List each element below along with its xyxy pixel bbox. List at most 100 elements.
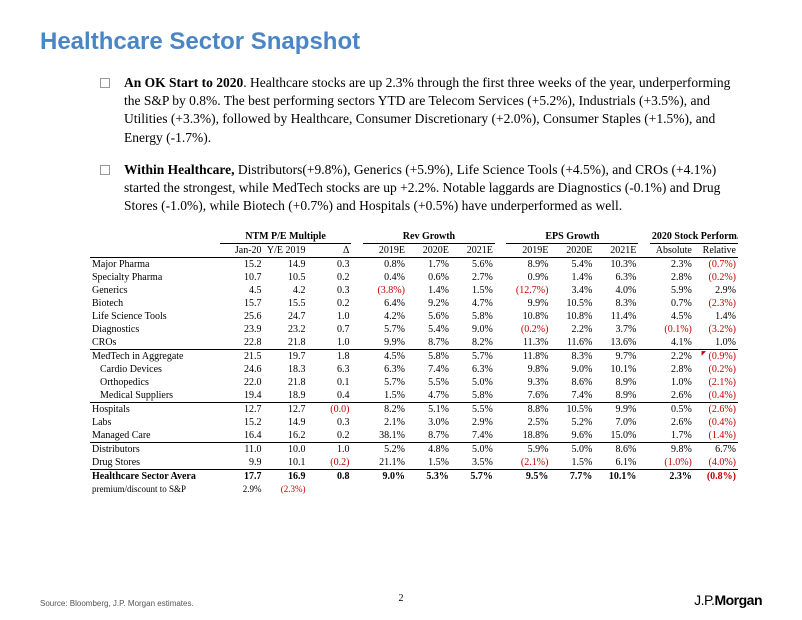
table-cell: 1.0 — [307, 443, 351, 456]
row-name: Drug Stores — [90, 456, 220, 470]
row-name: premium/discount to S&P — [90, 483, 220, 495]
table-cell: 9.0% — [550, 363, 594, 376]
row-name: Healthcare Sector Avera — [90, 470, 220, 483]
table-row: Cardio Devices24.618.36.36.3%7.4%6.3%9.8… — [90, 363, 738, 376]
table-cell: 10.5% — [550, 403, 594, 416]
table-cell: 5.0% — [451, 443, 495, 456]
table-cell: 8.9% — [594, 389, 638, 403]
table-cell: 1.7% — [407, 257, 451, 271]
table-cell: 9.9 — [220, 456, 264, 470]
table-cell: 2.1% — [363, 416, 407, 429]
table-cell: 18.3 — [264, 363, 308, 376]
table-cell: 5.9% — [506, 443, 550, 456]
table-cell: 9.9% — [363, 336, 407, 350]
row-name: Major Pharma — [90, 257, 220, 271]
table-cell: 12.7 — [264, 403, 308, 416]
table-cell: 0.4 — [307, 389, 351, 403]
table-cell: 5.7% — [451, 470, 495, 483]
table-cell: 2.8% — [650, 363, 694, 376]
table-cell: 1.5% — [407, 456, 451, 470]
table-cell: 1.0% — [694, 336, 738, 350]
table-cell: 2.6% — [650, 416, 694, 429]
table-row: Biotech15.715.50.26.4%9.2%4.7%9.9%10.5%8… — [90, 297, 738, 310]
table-cell: 13.6% — [594, 336, 638, 350]
table-cell: 2.9% — [694, 284, 738, 297]
group-header-row: NTM P/E Multiple Rev Growth EPS Growth 2… — [90, 230, 738, 244]
bullet-lead: Within Healthcare, — [124, 162, 235, 177]
brand-part: J.P. — [694, 592, 714, 608]
table-cell: 14.9 — [264, 257, 308, 271]
table-cell: 5.8% — [451, 310, 495, 323]
table-cell: 10.8% — [506, 310, 550, 323]
table-cell: 18.9 — [264, 389, 308, 403]
table-cell: 4.7% — [407, 389, 451, 403]
table-row: Major Pharma15.214.90.30.8%1.7%5.6%8.9%5… — [90, 257, 738, 271]
source-note: Source: Bloomberg, J.P. Morgan estimates… — [40, 599, 194, 608]
table-cell: 0.3 — [307, 257, 351, 271]
table-cell: 16.4 — [220, 429, 264, 443]
table-cell: 5.3% — [407, 470, 451, 483]
brand-part: Morgan — [714, 592, 762, 608]
bullet-text: An OK Start to 2020. Healthcare stocks a… — [124, 74, 732, 147]
table-cell: 5.4% — [407, 323, 451, 336]
table-cell: 8.3% — [594, 297, 638, 310]
table-cell: 2.2% — [550, 323, 594, 336]
column-header-row: Jan-20 Y/E 2019 Δ 2019E 2020E 2021E 2019… — [90, 243, 738, 257]
col-header: 2020E — [550, 243, 594, 257]
table-cell: 10.1% — [594, 470, 638, 483]
table-cell: 0.5% — [650, 403, 694, 416]
table-cell: (0.4%) — [694, 416, 738, 429]
table-row: Diagnostics23.923.20.75.7%5.4%9.0%(0.2%)… — [90, 323, 738, 336]
table-cell: 10.8% — [550, 310, 594, 323]
table-cell: 11.4% — [594, 310, 638, 323]
table-cell: 2.9% — [451, 416, 495, 429]
bullet-marker — [100, 78, 110, 88]
table-cell: 8.2% — [363, 403, 407, 416]
table-cell: 9.5% — [506, 470, 550, 483]
table-cell: 9.0% — [451, 323, 495, 336]
group-header: Rev Growth — [363, 230, 495, 244]
table-cell: 5.6% — [407, 310, 451, 323]
table-cell: 5.2% — [550, 416, 594, 429]
table-cell: 7.4% — [550, 389, 594, 403]
table-cell: 1.4% — [550, 271, 594, 284]
table-cell: 4.2 — [264, 284, 308, 297]
table-cell: 9.9% — [594, 403, 638, 416]
bullet-marker — [100, 165, 110, 175]
table-cell: 2.6% — [650, 389, 694, 403]
table-cell: 3.7% — [594, 323, 638, 336]
table-cell: 19.7 — [264, 350, 308, 363]
col-header: 2021E — [594, 243, 638, 257]
table-cell: (1.0%) — [650, 456, 694, 470]
table-cell: 0.1 — [307, 376, 351, 389]
row-name: Diagnostics — [90, 323, 220, 336]
table-cell: 17.7 — [220, 470, 264, 483]
table-cell: 11.8% — [506, 350, 550, 363]
table-cell: 10.3% — [594, 257, 638, 271]
table-cell: 25.6 — [220, 310, 264, 323]
row-name: MedTech in Aggregate — [90, 350, 220, 363]
table-cell: 6.3% — [363, 363, 407, 376]
table-cell: (4.0%) — [694, 456, 738, 470]
table-cell: 9.0% — [363, 470, 407, 483]
table-cell: 6.7% — [694, 443, 738, 456]
table-cell: 1.0% — [650, 376, 694, 389]
table-cell: (2.1%) — [694, 376, 738, 389]
table-cell: 18.8% — [506, 429, 550, 443]
table-row: Orthopedics22.021.80.15.7%5.5%5.0%9.3%8.… — [90, 376, 738, 389]
table-cell: 0.3 — [307, 416, 351, 429]
table-cell: 1.7% — [650, 429, 694, 443]
bullet-lead: An OK Start to 2020 — [124, 75, 243, 90]
table-cell: 5.6% — [451, 257, 495, 271]
table-cell: (0.2) — [307, 456, 351, 470]
table-cell: 5.7% — [451, 350, 495, 363]
col-header: 2021E — [451, 243, 495, 257]
table-cell: 10.1 — [264, 456, 308, 470]
sector-table: NTM P/E Multiple Rev Growth EPS Growth 2… — [90, 230, 738, 495]
table-cell: 5.7% — [363, 376, 407, 389]
table-cell: 8.7% — [407, 429, 451, 443]
table-cell: (2.6%) — [694, 403, 738, 416]
table-cell: 5.1% — [407, 403, 451, 416]
table-cell: 5.5% — [407, 376, 451, 389]
table-cell: 6.4% — [363, 297, 407, 310]
